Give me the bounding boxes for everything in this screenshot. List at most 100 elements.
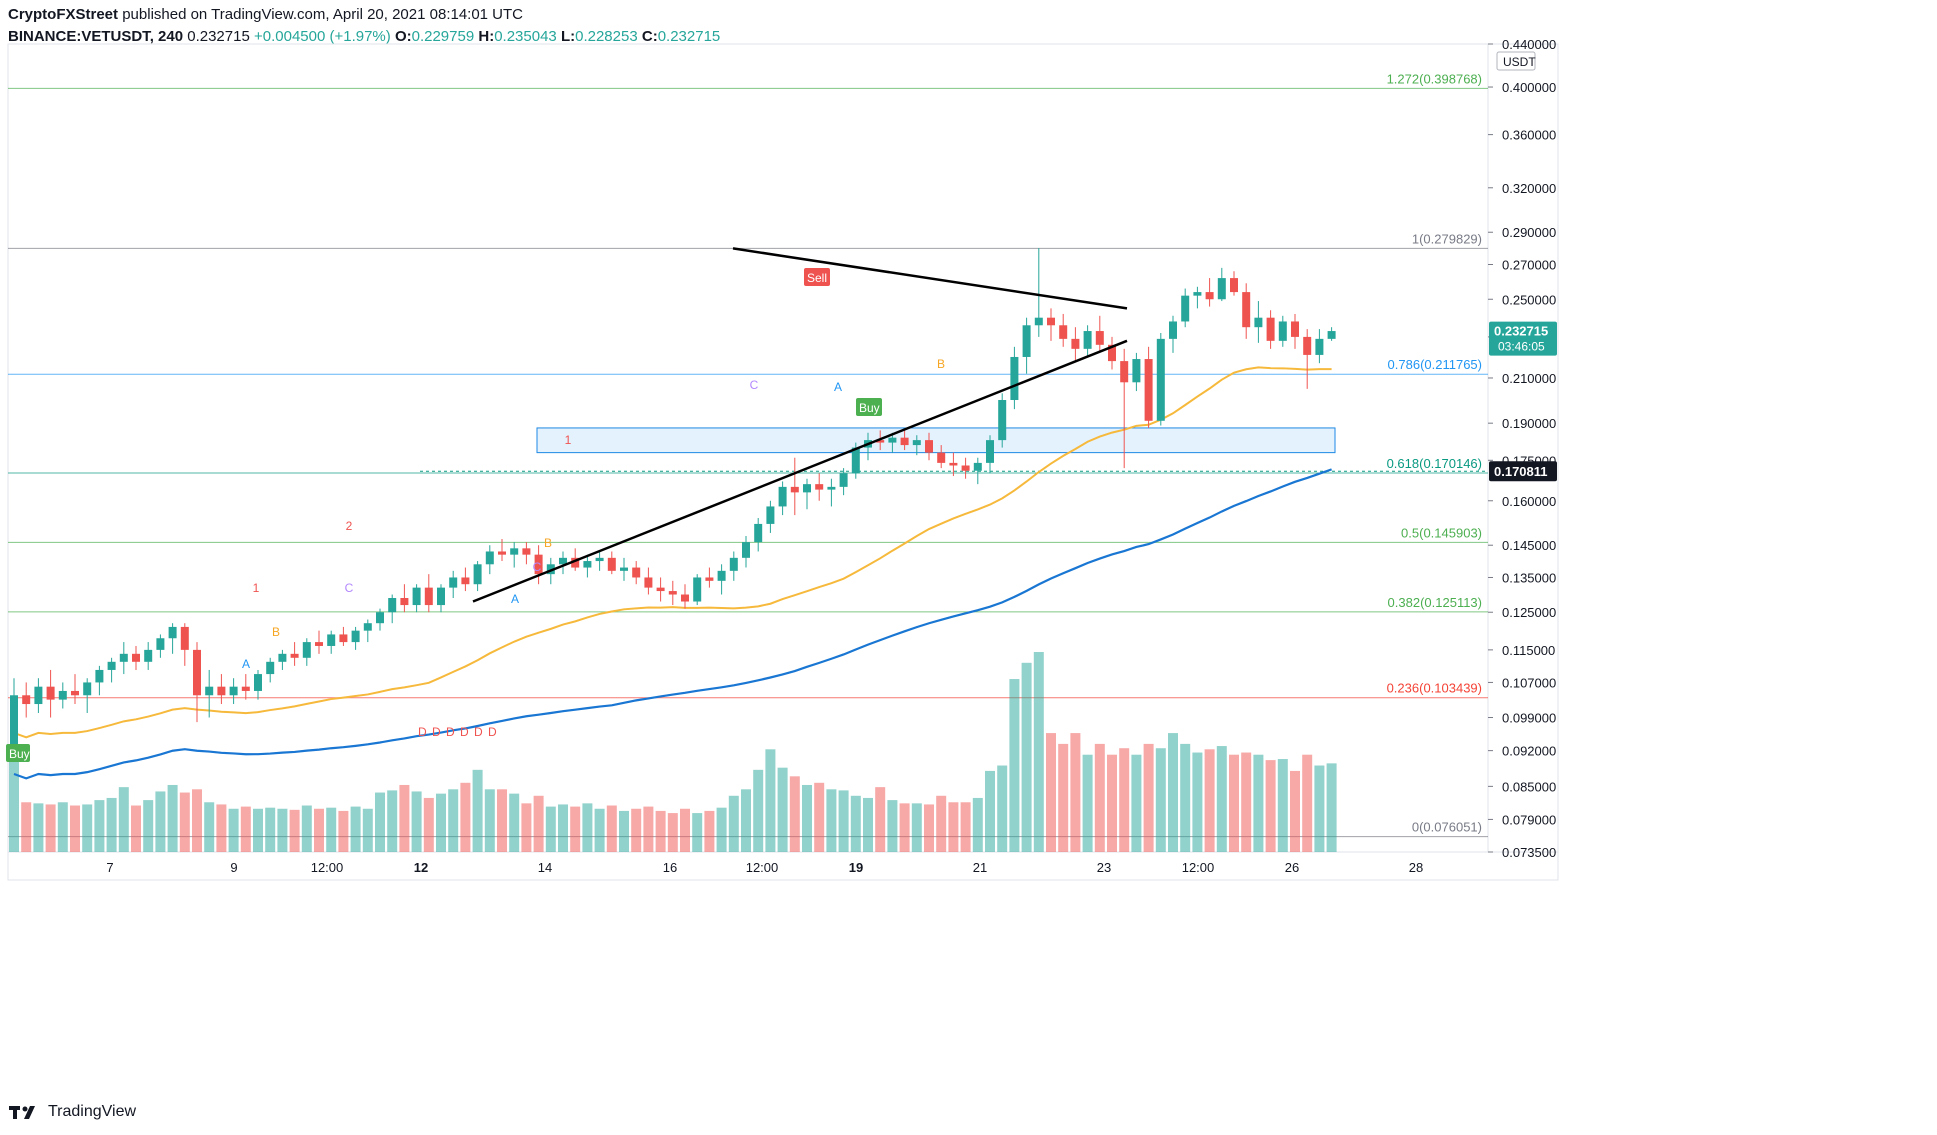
publisher-name[interactable]: CryptoFXStreet xyxy=(8,6,119,23)
footer-brand[interactable]: TradingView xyxy=(48,1103,137,1120)
y-tick-label: 0.125000 xyxy=(1502,605,1556,620)
candle-body xyxy=(851,447,860,474)
pattern-label: A xyxy=(834,380,842,394)
candle-body xyxy=(449,577,458,588)
candle-body xyxy=(815,484,824,490)
volume-bar xyxy=(216,804,227,852)
y-tick-label: 0.085000 xyxy=(1502,779,1556,794)
volume-bar xyxy=(240,806,251,852)
price-axis xyxy=(1487,43,1559,853)
tradingview-logo-icon xyxy=(9,1106,35,1119)
close-label: C: xyxy=(641,28,658,45)
volume-bar xyxy=(948,802,959,852)
candle-body xyxy=(1059,325,1068,339)
volume-bar xyxy=(167,784,178,852)
volume-bar xyxy=(497,789,507,852)
candle-body xyxy=(510,548,519,555)
symbol-label[interactable]: BINANCE:VETUSDT xyxy=(8,28,150,45)
volume-bar xyxy=(631,808,642,852)
candle-body xyxy=(241,686,250,691)
y-tick-label: 0.092000 xyxy=(1502,744,1556,759)
volume-bar xyxy=(387,790,398,852)
fib-level-label: 0.786(0.211765) xyxy=(1388,357,1482,372)
candle-body xyxy=(1217,278,1226,300)
y-tick-label: 0.099000 xyxy=(1502,711,1556,726)
volume-bar xyxy=(741,789,751,852)
volume-bar xyxy=(375,792,385,852)
volume-bar xyxy=(155,791,166,852)
high-label: H: xyxy=(478,28,495,45)
candle-body xyxy=(58,690,67,700)
candle-body xyxy=(10,695,18,751)
candle-body xyxy=(254,674,262,691)
candle-body xyxy=(937,452,946,463)
candle-body xyxy=(668,591,677,595)
pattern-label: C xyxy=(750,378,759,392)
x-tick-label: 28 xyxy=(1409,860,1423,875)
volume-bar xyxy=(70,805,80,852)
candle-body xyxy=(217,686,226,696)
candle-body xyxy=(681,594,689,602)
y-tick-label: 0.107000 xyxy=(1502,675,1556,690)
candle-body xyxy=(1034,317,1043,326)
candle-body xyxy=(949,462,958,466)
volume-bar xyxy=(301,805,312,852)
volume-bar xyxy=(484,789,495,852)
candle-body xyxy=(644,577,653,588)
high-value: 0.235043 xyxy=(494,28,557,45)
candle-body xyxy=(534,554,543,575)
candle-body xyxy=(583,561,592,568)
candle-body xyxy=(315,642,323,646)
candle-body xyxy=(437,587,445,606)
volume-bar xyxy=(765,749,776,852)
volume-bar xyxy=(728,795,739,852)
candle-body xyxy=(34,686,43,705)
candle-body xyxy=(1156,338,1165,421)
volume-bar xyxy=(960,802,971,852)
candle-body xyxy=(205,686,214,696)
candle-body xyxy=(559,557,567,565)
volume-bar xyxy=(911,803,922,852)
candle-body xyxy=(107,661,116,670)
candle-body xyxy=(144,649,153,662)
change-value: +0.004500 (+1.97%) xyxy=(253,28,391,45)
fib-level-label: 0.382(0.125113) xyxy=(1388,595,1482,610)
candle-body xyxy=(1327,331,1336,339)
volume-bar xyxy=(1302,754,1313,852)
volume-bar xyxy=(1241,752,1252,852)
candle-body xyxy=(156,638,165,650)
volume-bar xyxy=(314,808,324,852)
y-tick-label: 0.145000 xyxy=(1502,538,1556,553)
volume-bar xyxy=(423,797,434,852)
x-tick-label: 14 xyxy=(538,860,552,875)
volume-bar xyxy=(1046,733,1056,852)
volume-bar xyxy=(570,806,581,852)
volume-bar xyxy=(875,787,886,852)
volume-bar xyxy=(863,797,873,852)
volume-bar xyxy=(1192,752,1203,852)
x-tick-label: 12:00 xyxy=(311,860,344,875)
volume-bar xyxy=(472,769,483,852)
candle-body xyxy=(180,626,189,650)
buy-marker-label: Buy xyxy=(9,747,30,761)
volume-bar xyxy=(253,808,263,852)
sell-marker-label: Sell xyxy=(807,271,827,285)
pattern-label: B xyxy=(937,357,945,371)
candle-body xyxy=(925,440,933,453)
pattern-label: C xyxy=(345,581,354,595)
volume-bar xyxy=(57,802,68,852)
buy-marker-label: Buy xyxy=(859,401,880,415)
candle-body xyxy=(412,587,421,606)
fib-level-label: 1.272(0.398768) xyxy=(1387,71,1482,86)
volume-bar xyxy=(204,802,215,852)
x-tick-label: 21 xyxy=(973,860,987,875)
interval-label[interactable]: 240 xyxy=(158,28,184,45)
candle-body xyxy=(729,557,738,571)
volume-bar xyxy=(558,804,568,852)
last-price-label: 0.232715 xyxy=(1494,324,1548,339)
volume-bar xyxy=(1082,754,1093,852)
volume-bar xyxy=(838,790,849,852)
candle-body xyxy=(485,551,494,565)
y-tick-label: 0.210000 xyxy=(1502,371,1556,386)
